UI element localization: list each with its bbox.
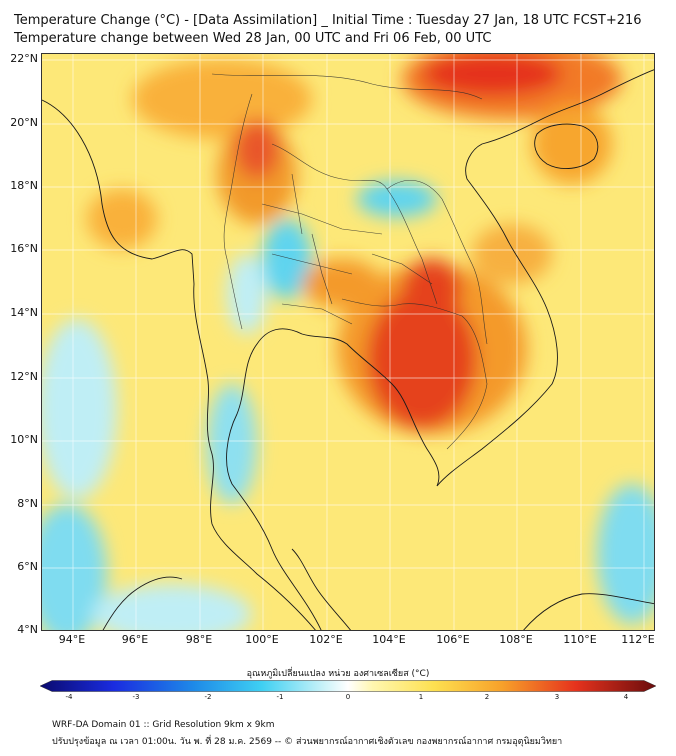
myanmar-coast xyxy=(42,99,316,630)
borneo-coast xyxy=(523,593,654,630)
colorbar-tick-0: 0 xyxy=(345,693,351,701)
warm-area-northwest xyxy=(132,59,312,139)
lon-label-94e: 94°E xyxy=(58,633,86,646)
map-panel xyxy=(41,53,655,631)
warm-area-chiangmai xyxy=(235,119,279,179)
lon-label-98e: 98°E xyxy=(185,633,213,646)
colorbar-gradient xyxy=(40,680,656,692)
cool-area-gulf xyxy=(207,384,257,504)
coastlines xyxy=(42,69,654,630)
border-laos-vietnam xyxy=(386,180,488,345)
cool-area-central xyxy=(262,219,312,299)
province-lines-a xyxy=(261,203,383,325)
malay-coast xyxy=(291,548,351,630)
colorbar-tick-4: 4 xyxy=(623,693,629,701)
warm-area-vietnam xyxy=(472,224,552,284)
borders xyxy=(211,73,488,450)
cool-area-east xyxy=(597,484,654,624)
colorbar-tick-neg2: -2 xyxy=(204,693,212,701)
vietnam-coast xyxy=(436,69,654,487)
lon-label-96e: 96°E xyxy=(121,633,149,646)
thai-gulf-coast xyxy=(226,328,440,630)
field-shading xyxy=(42,54,654,630)
colorbar-tick-neg3: -3 xyxy=(132,693,140,701)
cool-area-north xyxy=(357,181,437,217)
warm-area-hainan xyxy=(532,104,612,184)
sumatra-coast xyxy=(102,576,183,630)
lon-label-104e: 104°E xyxy=(372,633,406,646)
lon-label-106e: 106°E xyxy=(436,633,470,646)
lat-label-4n: 4°N xyxy=(17,623,38,636)
grid-lines xyxy=(42,54,654,630)
footer-model-info: WRF-DA Domain 01 :: Grid Resolution 9km … xyxy=(52,720,275,730)
lat-label-20n: 20°N xyxy=(10,116,38,129)
province-lines-b xyxy=(291,173,433,305)
chart-title: Temperature Change (°C) - [Data Assimila… xyxy=(14,13,642,28)
lat-label-8n: 8°N xyxy=(17,497,38,510)
border-myanmar-thailand xyxy=(223,93,253,330)
lon-label-112e: 112°E xyxy=(621,633,655,646)
colorbar-title: อุณหภูมิเปลี่ยนแปลง หน่วย องศาเซลเซียส (… xyxy=(246,669,430,679)
colorbar-tick-1: 1 xyxy=(418,693,424,701)
lon-label-108e: 108°E xyxy=(499,633,533,646)
colorbar-tick-3: 3 xyxy=(554,693,560,701)
footer-credit: ปรับปรุงข้อมูล ณ เวลา 01:00น. วัน พ. ที่… xyxy=(52,737,563,747)
warm-area-ne-hot xyxy=(422,54,562,96)
colorbar xyxy=(40,680,656,692)
lat-label-14n: 14°N xyxy=(10,306,38,319)
lat-label-6n: 6°N xyxy=(17,560,38,573)
chart-subtitle: Temperature change between Wed 28 Jan, 0… xyxy=(14,31,492,46)
lat-label-18n: 18°N xyxy=(10,179,38,192)
cool-area-west xyxy=(42,504,107,630)
lat-label-10n: 10°N xyxy=(10,433,38,446)
colorbar-tick-neg1: -1 xyxy=(276,693,284,701)
cool-area-river xyxy=(227,254,267,334)
cool-area-andaman xyxy=(42,319,117,499)
temperature-change-map xyxy=(42,54,654,630)
colorbar-tick-neg4: -4 xyxy=(65,693,73,701)
hainan-island xyxy=(534,123,599,170)
border-china xyxy=(211,73,483,100)
lat-label-12n: 12°N xyxy=(10,370,38,383)
warm-area-central xyxy=(302,259,382,309)
lon-label-100e: 100°E xyxy=(245,633,279,646)
lon-label-110e: 110°E xyxy=(563,633,597,646)
lon-label-102e: 102°E xyxy=(309,633,343,646)
border-cambodia xyxy=(341,298,488,450)
lat-label-22n: 22°N xyxy=(10,52,38,65)
cool-area-sw xyxy=(92,584,252,630)
warm-area-cambodia-hot xyxy=(367,289,477,429)
warm-area-west-coast xyxy=(87,189,157,249)
colorbar-tick-2: 2 xyxy=(484,693,490,701)
lat-label-16n: 16°N xyxy=(10,242,38,255)
